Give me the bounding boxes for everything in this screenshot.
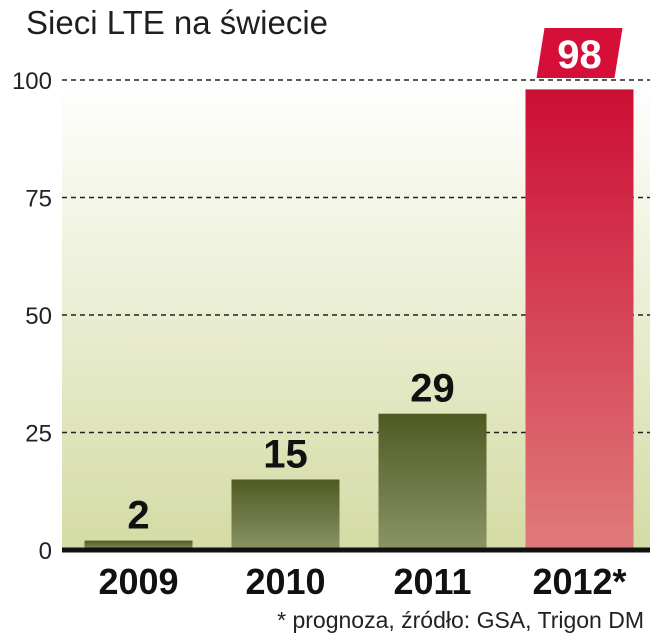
- y-tick-0: 0: [39, 538, 52, 565]
- y-tick-50: 50: [25, 303, 52, 330]
- x-tick-2012*: 2012*: [532, 561, 626, 602]
- bars: [84, 89, 634, 551]
- data-labels: 2 15 29 98: [127, 28, 623, 538]
- y-tick-75: 75: [25, 186, 52, 213]
- data-label-2011: 29: [410, 367, 455, 411]
- x-tick-2009: 2009: [98, 561, 178, 602]
- y-tick-100: 100: [12, 68, 52, 95]
- data-label-badge-2012*: [536, 28, 623, 78]
- y-tick-labels: 0 25 50 75 100: [12, 68, 52, 565]
- data-label-2012*: 98: [557, 33, 602, 77]
- bar-2010: [231, 479, 340, 550]
- y-tick-25: 25: [25, 421, 52, 448]
- bar-2009: [84, 540, 193, 550]
- x-tick-2011: 2011: [393, 561, 471, 602]
- x-tick-labels: 2009 2010 2011 2012*: [98, 561, 626, 602]
- bar-2011: [378, 413, 487, 550]
- footnote: * prognoza, źródło: GSA, Trigon DM: [277, 607, 644, 633]
- data-label-2010: 15: [263, 433, 308, 477]
- chart-title: Sieci LTE na świecie: [26, 4, 328, 41]
- bar-2012*: [525, 89, 634, 551]
- data-label-2009: 2: [127, 494, 149, 538]
- x-tick-2010: 2010: [245, 561, 325, 602]
